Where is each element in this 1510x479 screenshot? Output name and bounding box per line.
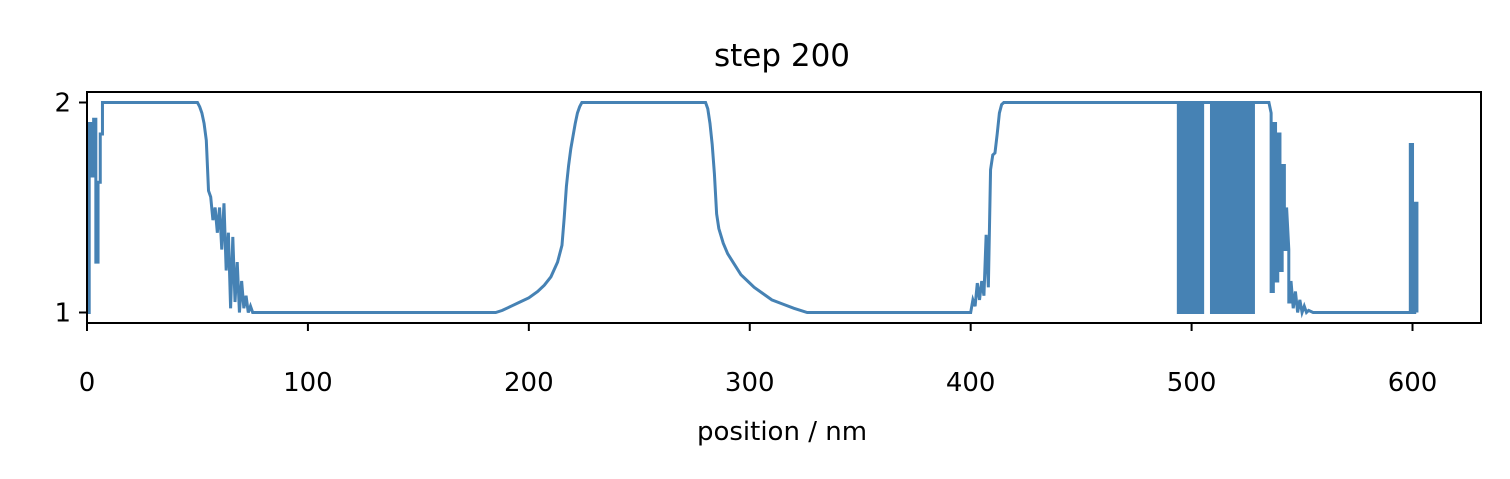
x-tick-label: 600: [1388, 368, 1438, 398]
plot-lines: [87, 101, 1419, 319]
x-tick-label: 400: [946, 368, 996, 398]
plot-frame: [86, 91, 1482, 324]
y-axis: 12: [54, 89, 87, 329]
y-tick-label: 2: [54, 89, 71, 119]
series-line-0: [87, 101, 1419, 319]
x-tick-label: 500: [1167, 368, 1217, 398]
x-axis-label: position / nm: [697, 417, 867, 447]
x-axis: 0 100 200 300 400 500 600: [79, 323, 1438, 398]
x-tick-label: 0: [79, 368, 96, 398]
chart-title: step 200: [714, 38, 850, 74]
x-tick-label: 300: [725, 368, 775, 398]
x-tick-label: 200: [504, 368, 554, 398]
y-tick-label: 1: [54, 299, 71, 329]
x-tick-label: 100: [283, 368, 333, 398]
